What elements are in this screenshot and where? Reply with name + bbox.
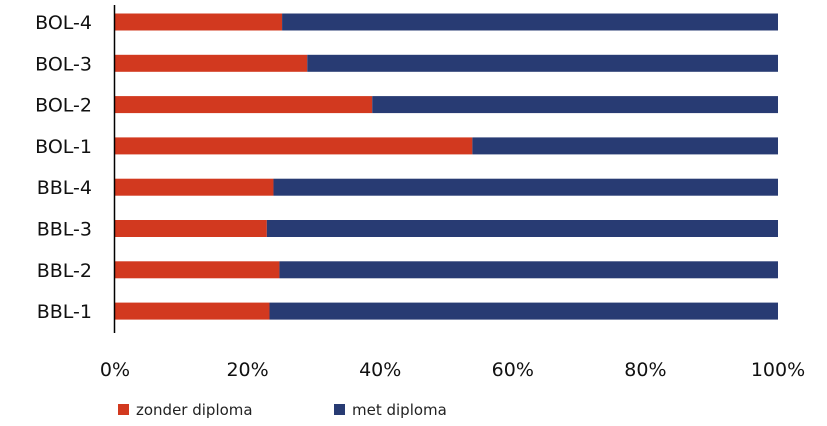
bar-bbl-4-met-diploma [273,178,778,196]
category-label: BBL-1 [37,301,92,323]
x-tick-label: 0% [100,359,130,381]
bar-bbl-2-met-diploma [279,261,778,279]
category-label: BBL-2 [37,260,92,282]
category-label: BBL-4 [37,177,92,199]
bars-group [115,13,778,320]
bar-bol-3-zonder-diploma [115,54,308,72]
legend-label: met diploma [352,401,447,419]
bar-bbl-1-met-diploma [269,302,778,320]
bar-bbl-1-zonder-diploma [115,302,270,320]
bar-bbl-4-zonder-diploma [115,178,274,196]
x-tick-label: 80% [624,359,666,381]
bar-bbl-2-zonder-diploma [115,261,280,279]
category-labels: BOL-4 BOL-3 BOL-2 BOL-1 BBL-4 BBL-3 BBL-2 BBL-1 [35,12,92,323]
x-tick-label: 60% [492,359,534,381]
legend-swatch [118,404,129,415]
x-tick-label: 40% [359,359,401,381]
bar-bol-1-zonder-diploma [115,137,473,155]
x-tick-labels: 0% 20% 40% 60% 80% 100% [100,359,805,381]
bar-bbl-3-zonder-diploma [115,220,267,237]
x-tick-label: 100% [751,359,805,381]
bar-bol-1-met-diploma [472,137,778,155]
x-tick-label: 20% [226,359,268,381]
bar-bol-4-met-diploma [282,13,778,31]
bar-bol-4-zonder-diploma [115,13,283,31]
legend: zonder diploma met diploma [118,401,447,419]
category-label: BOL-1 [35,136,92,158]
bar-bbl-3-met-diploma [266,220,778,237]
legend-label: zonder diploma [136,401,253,419]
category-label: BOL-2 [35,95,92,117]
category-label: BOL-3 [35,53,92,75]
bar-bol-2-zonder-diploma [115,96,373,114]
category-label: BBL-3 [37,219,92,241]
legend-swatch [334,404,345,415]
bar-bol-2-met-diploma [372,96,778,114]
bar-bol-3-met-diploma [307,54,778,72]
category-label: BOL-4 [35,12,92,34]
